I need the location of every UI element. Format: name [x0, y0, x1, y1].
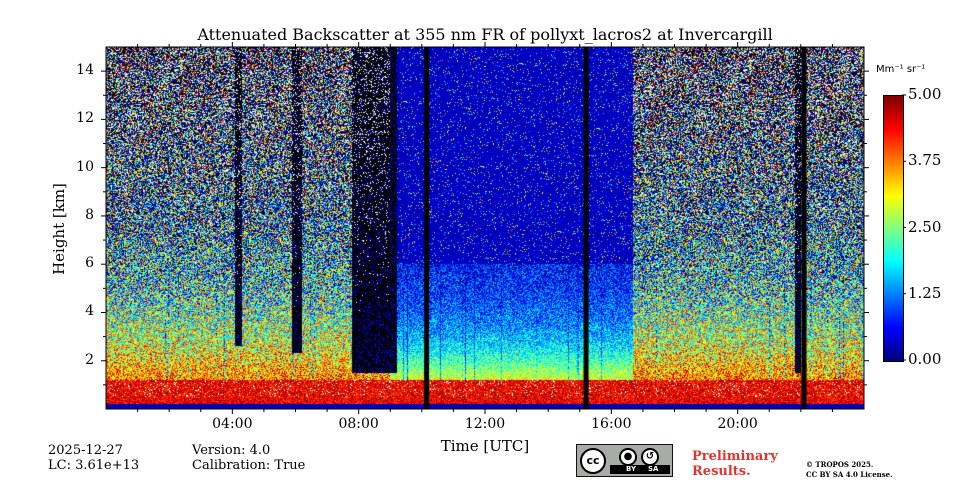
copyright-note: © TROPOS 2025. CC BY SA 4.0 License. — [806, 460, 893, 480]
by-label: BY — [626, 465, 637, 473]
cc-license-badge: cc ● ↺ BY SA — [576, 444, 673, 477]
footer-calibration: Calibration: True — [192, 458, 306, 473]
backscatter-heatmap — [106, 47, 864, 409]
preliminary-line-2: Results. — [692, 464, 751, 479]
footer-date: 2025-12-27 — [48, 443, 123, 458]
colorbar-unit-label: Mm⁻¹ sr⁻¹ — [876, 64, 926, 75]
y-tick-label: 14 — [76, 62, 94, 79]
colorbar-tick-label: 0.00 — [908, 350, 942, 368]
x-tick-label: 20:00 — [717, 416, 758, 432]
colorbar-tick-label: 5.00 — [908, 85, 942, 103]
plot-frame — [105, 46, 865, 410]
colorbar — [883, 95, 904, 362]
colorbar-tick-label: 3.75 — [908, 151, 942, 170]
x-tick-label: 12:00 — [464, 416, 506, 432]
sa-label: SA — [648, 465, 659, 473]
copyright-line-2: CC BY SA 4.0 License. — [806, 470, 893, 479]
y-tick-label: 12 — [76, 110, 94, 127]
license-strip: BY SA — [610, 465, 670, 474]
footer-version: Version: 4.0 — [192, 443, 271, 458]
x-tick-label: 08:00 — [338, 416, 379, 432]
footer-lidar-constant: LC: 3.61e+13 — [48, 458, 140, 473]
copyright-line-1: © TROPOS 2025. — [806, 460, 874, 469]
x-axis-label: Time [UTC] — [440, 437, 530, 455]
share-alike-icon: ↺ — [641, 448, 659, 466]
y-tick-label: 4 — [85, 303, 94, 320]
x-tick-label: 04:00 — [212, 416, 253, 432]
y-tick-label: 10 — [76, 158, 94, 175]
chart-title: Attenuated Backscatter at 355 nm FR of p… — [197, 25, 773, 44]
y-tick-label: 6 — [85, 255, 94, 272]
colorbar-tick-label: 2.50 — [908, 217, 942, 236]
attribution-icon: ● — [619, 448, 637, 466]
y-tick-label: 2 — [85, 351, 94, 368]
preliminary-line-1: Preliminary — [692, 449, 778, 464]
y-tick-label: 8 — [85, 206, 94, 223]
x-tick-label: 16:00 — [591, 416, 632, 432]
preliminary-results-note: Preliminary Results. — [692, 449, 778, 479]
colorbar-tick-label: 1.25 — [908, 283, 942, 302]
cc-icon: cc — [580, 448, 606, 474]
